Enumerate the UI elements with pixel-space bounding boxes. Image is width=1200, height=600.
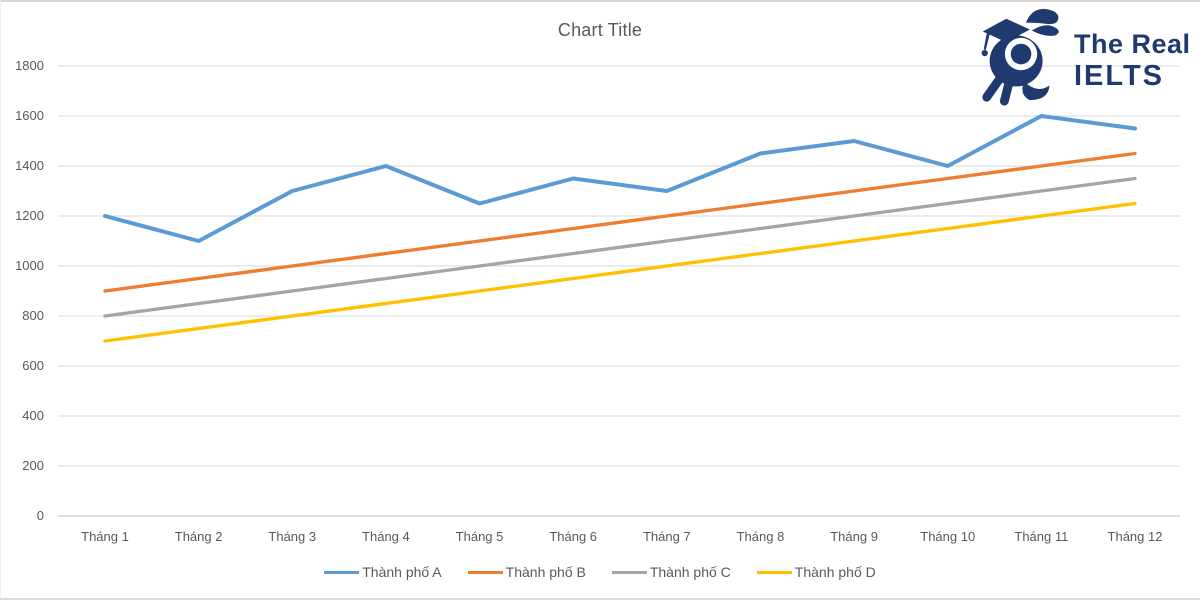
legend-item: Thành phố C xyxy=(611,564,731,580)
x-axis-tick-label: Tháng 9 xyxy=(830,529,878,544)
page-left-edge xyxy=(0,0,1,600)
x-axis-tick-label: Tháng 8 xyxy=(736,529,785,544)
x-axis-tick-label: Tháng 11 xyxy=(1014,529,1069,544)
legend-item: Thành phố B xyxy=(467,564,586,580)
x-axis-tick-label: Tháng 1 xyxy=(81,529,129,544)
y-axis-tick-label: 1200 xyxy=(15,208,44,223)
legend-label: Thành phố D xyxy=(794,564,876,580)
y-axis-tick-label: 1600 xyxy=(15,108,44,123)
page-bottom-edge xyxy=(0,598,1200,600)
chart-legend: Thành phố A Thành phố B Thành phố C Thành p… xyxy=(0,564,1200,580)
x-axis-tick-label: Tháng 5 xyxy=(455,529,504,544)
y-axis-tick-label: 200 xyxy=(22,458,44,473)
x-axis-tick-label: Tháng 7 xyxy=(642,529,691,544)
series-line xyxy=(103,176,1137,318)
y-axis-tick-label: 1800 xyxy=(15,58,44,73)
chart-title: Chart Title xyxy=(557,20,643,40)
legend-line-marker xyxy=(467,570,503,574)
y-axis-tick-label: 600 xyxy=(22,358,44,373)
legend-line-marker xyxy=(324,570,360,574)
y-axis-tick-label: 400 xyxy=(22,408,44,423)
y-axis-tick-label: 1000 xyxy=(15,258,44,273)
legend-line-marker xyxy=(756,570,792,574)
page-top-edge xyxy=(0,0,1200,2)
x-axis-tick-label: Tháng 6 xyxy=(549,529,598,544)
y-axis-tick-label: 0 xyxy=(36,508,44,523)
legend-line-marker xyxy=(611,570,647,574)
legend-label: Thành phố C xyxy=(649,564,731,580)
legend-item: Thành phố A xyxy=(324,564,442,580)
brand-name-line1: The Real xyxy=(1074,29,1191,59)
legend-label: Thành phố A xyxy=(362,564,442,580)
x-axis-tick-label: Tháng 4 xyxy=(362,529,410,544)
y-axis-tick-label: 1400 xyxy=(15,158,44,173)
x-axis-tick-label: Tháng 12 xyxy=(1107,529,1163,544)
legend-label: Thành phố B xyxy=(505,564,586,580)
series-line xyxy=(103,151,1137,293)
series-line xyxy=(103,201,1137,343)
brand-logo: The Real IELTS xyxy=(974,4,1196,108)
series-line xyxy=(103,114,1137,243)
legend-item: Thành phố D xyxy=(756,564,876,580)
x-axis-tick-label: Tháng 2 xyxy=(174,529,223,544)
x-axis-tick-label: Tháng 3 xyxy=(268,529,317,544)
brand-mascot-icon xyxy=(981,8,1059,106)
brand-name-line2: IELTS xyxy=(1074,60,1165,92)
x-axis-tick-label: Tháng 10 xyxy=(920,529,976,544)
y-axis-tick-label: 800 xyxy=(22,308,44,323)
